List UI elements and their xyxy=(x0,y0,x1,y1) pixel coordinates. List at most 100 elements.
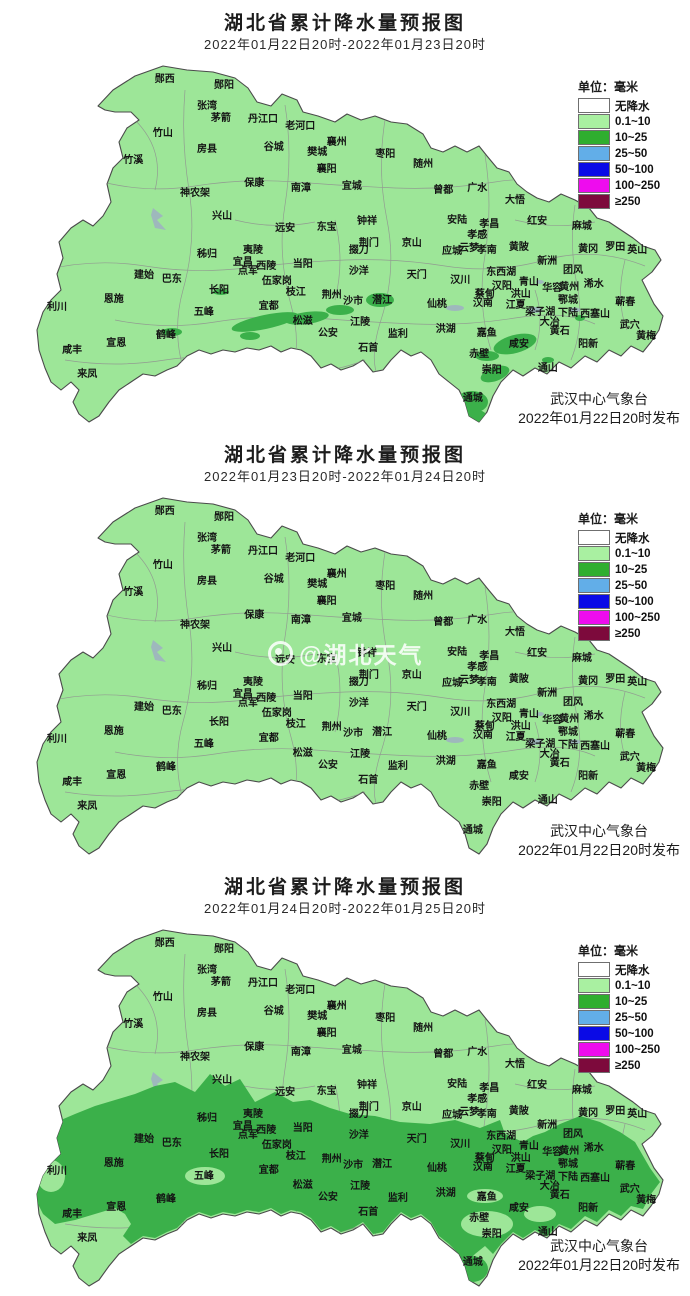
legend-item: 无降水 xyxy=(578,98,682,113)
legend-swatch xyxy=(578,546,610,561)
legend-swatch xyxy=(578,994,610,1009)
weibo-eye-icon xyxy=(268,640,294,666)
forecast-panel-day3: 湖北省累计降水量预报图 2022年01月24日20时-2022年01月25日20… xyxy=(0,864,690,1296)
attribution: 武汉中心气象台 2022年01月22日20时发布 xyxy=(518,822,680,861)
legend-swatch xyxy=(578,962,610,977)
page-title: 湖北省累计降水量预报图 xyxy=(223,13,466,34)
province-shape xyxy=(36,497,664,855)
legend-swatch xyxy=(578,162,610,177)
legend-swatch xyxy=(578,114,610,129)
legend-item: 100~250 xyxy=(578,178,682,193)
legend-unit-label: 单位：毫米 xyxy=(578,944,639,958)
legend-swatch xyxy=(578,98,610,113)
legend-item: 50~100 xyxy=(578,594,682,609)
issuer: 武汉中心气象台 xyxy=(550,390,649,407)
legend-label: ≥250 xyxy=(615,1059,641,1072)
rain-area-day3 xyxy=(37,1074,660,1282)
issue-time: 2022年01月22日20时发布 xyxy=(518,1257,680,1274)
legend-label: 0.1~10 xyxy=(615,979,651,992)
legend: 单位：毫米 无降水 0.1~10 10~25 25~50 50~100 100~250 ≥2… xyxy=(578,78,682,210)
date-range: 2022年01月24日20时-2022年01月25日20时 xyxy=(204,901,486,916)
legend-item: 无降水 xyxy=(578,530,682,545)
date-range: 2022年01月23日20时-2022年01月24日20时 xyxy=(204,469,486,484)
legend-item: 0.1~10 xyxy=(578,114,682,129)
hubei-map xyxy=(35,60,665,430)
map-area: 郧西 郧阳 张湾 茅箭 丹江口 老河口 竹山 房县 谷城 竹溪 襄州 樊城 襄阳 枣阳 随州 保康 南漳 宜城 神农… xyxy=(35,492,665,862)
forecast-panel-day1: 湖北省累计降水量预报图 2022年01月22日20时-2022年01月23日20… xyxy=(0,0,690,432)
legend-label: ≥250 xyxy=(615,627,641,640)
legend-label: 50~100 xyxy=(615,163,654,176)
legend-swatch xyxy=(578,1010,610,1025)
legend-label: 25~50 xyxy=(615,1011,648,1024)
legend-swatch xyxy=(578,610,610,625)
legend-item: ≥250 xyxy=(578,194,682,209)
legend-label: ≥250 xyxy=(615,195,641,208)
legend: 单位：毫米 无降水 0.1~10 10~25 25~50 50~100 100~250 ≥2… xyxy=(578,942,682,1074)
legend-item: 25~50 xyxy=(578,1010,682,1025)
legend-label: 无降水 xyxy=(615,100,650,113)
legend: 单位：毫米 无降水 0.1~10 10~25 25~50 50~100 100~250 ≥2… xyxy=(578,510,682,642)
legend-item: 0.1~10 xyxy=(578,978,682,993)
legend-label: 0.1~10 xyxy=(615,115,651,128)
issuer: 武汉中心气象台 xyxy=(550,822,649,839)
hubei-map-svg xyxy=(36,65,664,423)
issue-time: 2022年01月22日20时发布 xyxy=(518,410,680,427)
legend-item: 100~250 xyxy=(578,1042,682,1057)
legend-label: 100~250 xyxy=(615,1043,661,1056)
legend-label: 100~250 xyxy=(615,179,661,192)
legend-label: 100~250 xyxy=(615,611,661,624)
issuer: 武汉中心气象台 xyxy=(550,1237,649,1254)
legend-swatch xyxy=(578,562,610,577)
legend-swatch xyxy=(578,1042,610,1057)
legend-item: 50~100 xyxy=(578,1026,682,1041)
watermark-text: @湖北天气 xyxy=(299,642,424,669)
legend-item: 50~100 xyxy=(578,162,682,177)
legend-swatch xyxy=(578,1026,610,1041)
legend-label: 25~50 xyxy=(615,579,648,592)
legend-swatch xyxy=(578,626,610,641)
legend-unit-label: 单位：毫米 xyxy=(578,512,639,526)
county-boundaries xyxy=(44,89,646,396)
legend-items: 无降水 0.1~10 10~25 25~50 50~100 100~250 ≥250 xyxy=(578,530,682,641)
legend-label: 50~100 xyxy=(615,595,654,608)
legend-item: ≥250 xyxy=(578,1058,682,1073)
forecast-panel-day2: 湖北省累计降水量预报图 2022年01月23日20时-2022年01月24日20… xyxy=(0,432,690,864)
legend-unit-label: 单位：毫米 xyxy=(578,80,639,94)
date-range: 2022年01月22日20时-2022年01月23日20时 xyxy=(204,37,486,52)
legend-item: 10~25 xyxy=(578,562,682,577)
legend-label: 0.1~10 xyxy=(615,547,651,560)
legend-label: 10~25 xyxy=(615,995,648,1008)
page-title: 湖北省累计降水量预报图 xyxy=(223,445,466,466)
legend-swatch xyxy=(578,178,610,193)
hubei-map-svg xyxy=(36,497,664,855)
page-title: 湖北省累计降水量预报图 xyxy=(223,877,466,898)
weibo-watermark: @湖北天气 xyxy=(268,636,423,670)
legend-swatch xyxy=(578,578,610,593)
legend-items: 无降水 0.1~10 10~25 25~50 50~100 100~250 ≥250 xyxy=(578,962,682,1073)
legend-label: 25~50 xyxy=(615,147,648,160)
lakes xyxy=(151,208,580,313)
legend-item: 无降水 xyxy=(578,962,682,977)
legend-label: 无降水 xyxy=(615,964,650,977)
legend-item: 25~50 xyxy=(578,146,682,161)
legend-label: 10~25 xyxy=(615,563,648,576)
map-area: 郧西 郧阳 张湾 茅箭 丹江口 老河口 竹山 房县 谷城 竹溪 襄州 樊城 襄阳 枣阳 随州 保康 南漳 宜城 神农… xyxy=(35,60,665,430)
legend-swatch xyxy=(578,130,610,145)
legend-swatch xyxy=(578,1058,610,1073)
legend-item: ≥250 xyxy=(578,626,682,641)
rain-patches-day1 xyxy=(162,289,585,422)
legend-item: 0.1~10 xyxy=(578,546,682,561)
legend-swatch xyxy=(578,146,610,161)
legend-item: 10~25 xyxy=(578,994,682,1009)
legend-swatch xyxy=(578,194,610,209)
hubei-map-svg xyxy=(36,929,664,1287)
attribution: 武汉中心气象台 2022年01月22日20时发布 xyxy=(518,390,680,429)
province-shape xyxy=(36,65,664,423)
legend-label: 无降水 xyxy=(615,532,650,545)
legend-swatch xyxy=(578,594,610,609)
attribution: 武汉中心气象台 2022年01月22日20时发布 xyxy=(518,1237,680,1276)
legend-label: 10~25 xyxy=(615,131,648,144)
hubei-map xyxy=(35,924,665,1294)
legend-swatch xyxy=(578,978,610,993)
